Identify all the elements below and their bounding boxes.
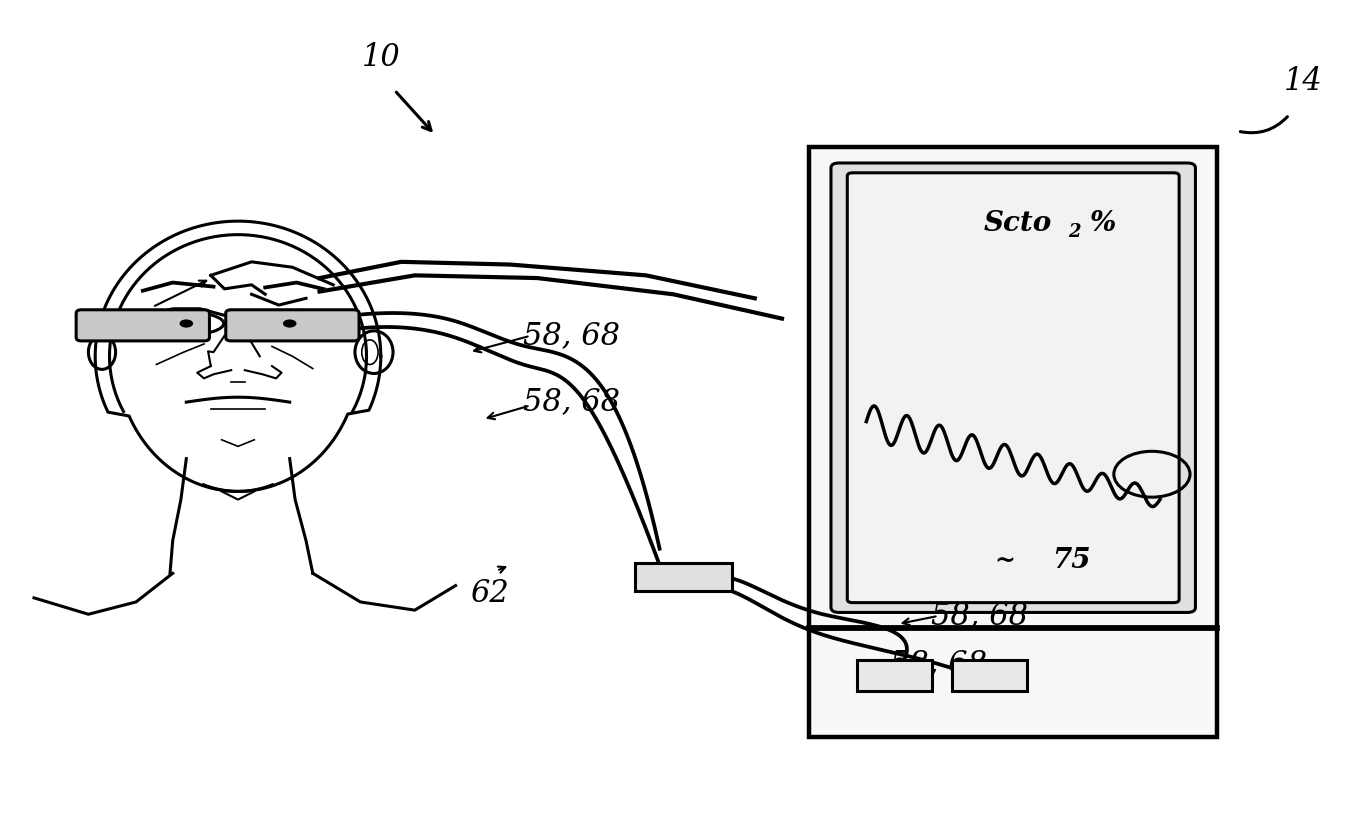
Text: 58, 68: 58, 68 [889, 648, 987, 679]
Bar [952, 660, 1027, 691]
Text: 10: 10 [362, 42, 400, 73]
Ellipse shape [256, 313, 324, 334]
Text: 58, 68: 58, 68 [930, 600, 1028, 631]
FancyBboxPatch shape [226, 310, 359, 341]
Text: 58, 68: 58, 68 [522, 320, 620, 351]
Circle shape [275, 314, 305, 333]
Circle shape [283, 319, 296, 328]
Text: 75: 75 [1053, 546, 1091, 573]
Bar [857, 660, 932, 691]
Text: %: % [1089, 210, 1117, 237]
FancyBboxPatch shape [831, 163, 1195, 613]
Text: ~: ~ [994, 548, 1016, 572]
Text: 58, 68: 58, 68 [522, 386, 620, 417]
FancyBboxPatch shape [809, 147, 1217, 737]
Text: 12: 12 [106, 312, 144, 343]
FancyBboxPatch shape [635, 563, 732, 591]
FancyBboxPatch shape [847, 173, 1179, 603]
Circle shape [180, 319, 193, 328]
Ellipse shape [148, 312, 223, 335]
Text: 2: 2 [1068, 223, 1081, 241]
Text: 14: 14 [1284, 66, 1322, 97]
Text: 62: 62 [471, 578, 509, 609]
FancyBboxPatch shape [76, 310, 209, 341]
Text: Scto: Scto [983, 210, 1051, 237]
Circle shape [170, 314, 203, 333]
